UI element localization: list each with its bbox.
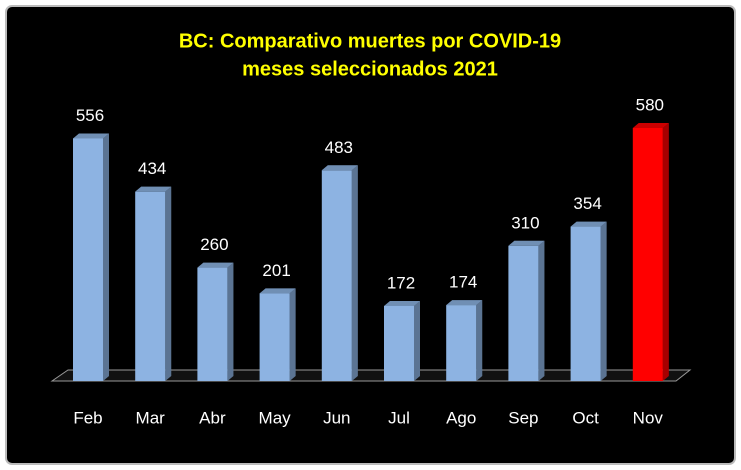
bar-top-shade: [508, 240, 545, 246]
bar: [321, 170, 352, 381]
bar-top: [508, 240, 545, 246]
bar-side-shade: [103, 133, 109, 381]
bar: [508, 245, 539, 381]
bar-top-shade: [135, 186, 172, 192]
data-label: 354: [573, 194, 601, 213]
x-tick-label: Sep: [508, 408, 538, 427]
bar-side-shade: [165, 186, 172, 381]
x-tick-label: Oct: [572, 408, 599, 427]
x-tick-label: Nov: [633, 408, 664, 427]
bar-top-shade: [632, 123, 669, 128]
data-label: 260: [200, 235, 228, 254]
bar-top: [321, 165, 358, 171]
bar-side-shade: [538, 240, 545, 381]
data-label: 310: [511, 213, 539, 232]
bar-side: [227, 262, 234, 381]
bar-top: [197, 262, 234, 268]
data-label: 172: [387, 273, 415, 292]
bar-top: [632, 123, 669, 128]
bar-side: [662, 123, 669, 381]
x-tick-label: Jul: [388, 408, 410, 427]
bar-side: [351, 165, 358, 381]
x-tick-label: Abr: [199, 408, 226, 427]
data-label: 174: [449, 273, 477, 292]
bar-top: [135, 186, 172, 192]
x-tick-label: Mar: [136, 408, 166, 427]
bar-top-shade: [446, 300, 483, 306]
data-label: 556: [76, 106, 104, 125]
bar: [135, 191, 166, 381]
bar-side: [538, 240, 545, 381]
chart-subtitle: meses seleccionados 2021: [242, 58, 498, 80]
bar-top-shade: [73, 133, 109, 139]
bar-top-shade: [197, 262, 234, 268]
bar: [73, 138, 103, 381]
bar-top-shade: [384, 300, 420, 306]
bar-side: [414, 300, 420, 381]
bar-side: [600, 221, 607, 381]
bar-top-shade: [570, 221, 607, 227]
bar: [259, 293, 290, 381]
chart-background: [5, 5, 736, 465]
bar-top: [384, 300, 420, 306]
chart-title: BC: Comparativo muertes por COVID-19: [179, 30, 561, 52]
bar: [384, 305, 414, 381]
x-tick-label: Jun: [323, 408, 350, 427]
bar: [570, 226, 601, 381]
data-label: 434: [138, 159, 166, 178]
bar-side-shade: [414, 300, 420, 381]
bar-side: [165, 186, 172, 381]
bar-side-shade: [600, 221, 607, 381]
bar-top: [570, 221, 607, 227]
bar: [632, 128, 663, 381]
data-label: 201: [262, 261, 290, 280]
bar: [446, 305, 477, 381]
bar-top: [446, 300, 483, 306]
x-tick-label: May: [259, 408, 292, 427]
data-label: 580: [636, 95, 664, 114]
bar: [197, 267, 228, 381]
bar-side-shade: [662, 123, 669, 381]
x-tick-label: Feb: [73, 408, 102, 427]
bar-top-shade: [259, 288, 296, 294]
bar-side-shade: [227, 262, 234, 381]
data-label: 483: [325, 138, 353, 157]
bar-side: [103, 133, 109, 381]
bar-side: [289, 288, 296, 381]
bar-side-shade: [289, 288, 296, 381]
bar-top: [73, 133, 109, 139]
bar-side-shade: [476, 300, 483, 381]
bar-side-shade: [351, 165, 358, 381]
bar-top-shade: [321, 165, 358, 171]
bar-side: [476, 300, 483, 381]
bar-top: [259, 288, 296, 294]
x-tick-label: Ago: [446, 408, 476, 427]
